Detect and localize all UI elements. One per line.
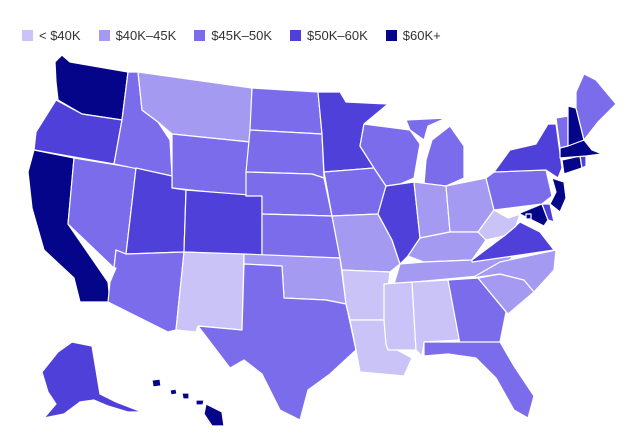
legend-swatch [290,30,302,41]
legend-item-50-60: $50K–60K [290,28,368,43]
state-nj[interactable] [549,177,567,213]
state-ct[interactable] [561,155,583,175]
state-az[interactable] [107,249,185,333]
state-ak[interactable] [41,341,143,419]
legend-label: $40K–45K [115,28,177,43]
state-nm[interactable] [175,251,245,333]
state-hi[interactable] [151,378,225,427]
state-nd[interactable] [249,87,323,135]
legend-label: $60K+ [402,28,441,43]
state-wy[interactable] [171,133,251,197]
state-sd[interactable] [245,129,325,179]
state-ar[interactable] [341,269,391,321]
legend-swatch [22,30,33,41]
legend-swatch [385,30,397,41]
legend-item-45-50: $45K–50K [194,28,272,43]
legend-item-60plus: $60K+ [385,28,441,43]
state-ms[interactable] [383,281,417,351]
state-nc[interactable] [471,249,557,293]
legend-item-40-45: $40K–45K [98,28,177,43]
state-dc[interactable] [525,213,532,220]
legend-swatch [194,30,206,41]
state-ia[interactable] [323,167,387,217]
state-in[interactable] [413,181,451,239]
state-de[interactable] [541,203,555,223]
legend-item-lt40: < $40K [22,28,81,43]
state-mi[interactable] [405,117,465,187]
state-tx[interactable] [197,263,357,421]
legend-swatch [98,30,110,41]
state-fl[interactable] [423,341,535,419]
legend: < $40K $40K–45K $45K–50K $50K–60K $60K+ [22,28,459,43]
state-ks[interactable] [261,213,341,259]
state-me[interactable] [575,73,617,141]
state-co[interactable] [183,189,263,257]
state-ny[interactable] [493,123,563,179]
legend-label: $45K–50K [211,28,273,43]
legend-label: $50K–60K [307,28,368,43]
legend-label: < $40K [39,28,81,43]
